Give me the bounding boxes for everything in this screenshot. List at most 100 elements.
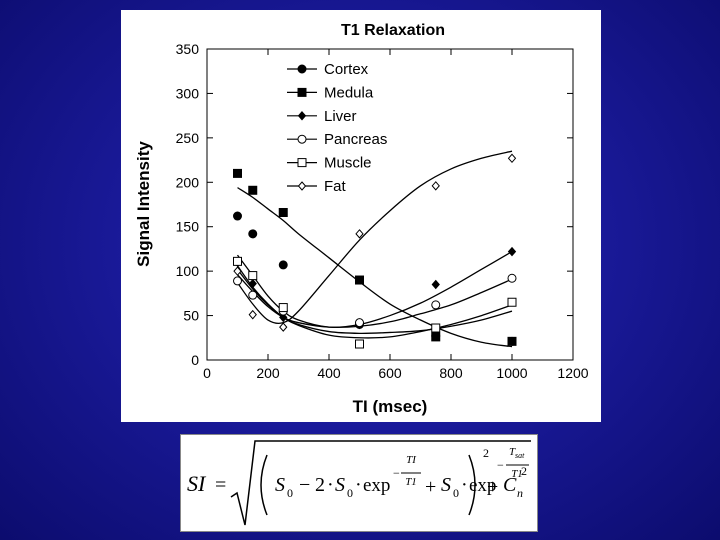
exp1-minus: −	[393, 466, 400, 480]
legend-label-fat: Fat	[324, 178, 347, 195]
x-tick-label: 600	[378, 365, 402, 381]
fit-curve-muscle	[236, 265, 513, 339]
data-point-fat	[248, 309, 257, 320]
formula-equals: =	[215, 474, 226, 496]
y-tick-label: 300	[176, 85, 200, 101]
data-point-cortex	[248, 229, 258, 239]
legend-marker-liver	[297, 111, 307, 121]
formula-panel: SI = S 0 − 2 · S 0 · exp − TI T1 + S 0 ·…	[180, 434, 538, 532]
data-point-liver	[279, 312, 288, 323]
right-parenthesis	[468, 454, 476, 516]
data-point-medula	[278, 207, 288, 217]
legend-label-muscle: Muscle	[324, 155, 372, 172]
legend-marker-muscle	[297, 158, 307, 168]
legend: Cortex Medula Liver Pancreas Muscle Fat	[287, 61, 387, 195]
axis-ticks: 0 200 400 600 800 1000 1200 0 50 100 150 200 250 300 3…	[176, 41, 589, 381]
legend-label-cortex: Cortex	[324, 61, 369, 78]
coefficient-two: 2	[315, 474, 325, 496]
exp2-numerator-sub: sat	[515, 451, 525, 460]
data-point-muscle	[278, 303, 288, 313]
exp-1: exp	[363, 475, 390, 496]
left-parenthesis	[260, 454, 268, 516]
s0-term-3: S	[441, 474, 451, 496]
data-point-liver	[507, 246, 517, 257]
data-point-liver	[431, 279, 440, 290]
y-axis-label: Signal Intensity	[134, 141, 153, 267]
fit-curve-cortex	[236, 268, 513, 335]
signal-intensity-formula: SI = S 0 − 2 · S 0 · exp − TI T1 + S 0 ·…	[187, 440, 531, 526]
legend-label-liver: Liver	[324, 108, 357, 125]
plus-sign-2: +	[487, 476, 498, 498]
x-tick-label: 400	[317, 365, 341, 381]
s0-term-2: S	[335, 474, 345, 496]
exp2-minus: −	[497, 458, 504, 472]
y-tick-label: 250	[176, 130, 200, 146]
legend-marker-pancreas	[297, 134, 307, 144]
dot-1: ·	[327, 474, 334, 496]
data-point-medula	[248, 185, 258, 195]
data-point-pancreas	[355, 318, 364, 328]
plus-sign-1: +	[425, 476, 436, 498]
y-tick-label: 200	[176, 174, 200, 190]
data-point-pancreas	[431, 300, 441, 310]
data-point-pancreas	[248, 290, 258, 300]
data-point-cortex	[233, 211, 242, 221]
data-point-muscle	[431, 323, 441, 333]
x-tick-label: 800	[439, 365, 463, 381]
exp2-denominator: T1	[511, 468, 523, 480]
data-point-muscle	[507, 297, 517, 307]
x-axis-label: TI (msec)	[353, 397, 428, 416]
y-tick-label: 150	[176, 219, 200, 235]
x-tick-label: 1200	[557, 365, 588, 381]
s0-term-1: S	[275, 474, 285, 496]
data-point-medula	[507, 336, 517, 346]
minus-sign: −	[299, 474, 310, 496]
y-tick-label: 0	[191, 352, 199, 368]
data-point-medula	[355, 275, 364, 285]
fit-curve-liver	[236, 251, 513, 328]
fit-curves	[236, 150, 513, 348]
data-point-pancreas	[507, 273, 517, 283]
data-point-muscle	[355, 339, 364, 349]
data-point-fat	[279, 322, 288, 332]
data-point-pancreas	[233, 276, 242, 286]
data-point-fat	[355, 229, 364, 239]
data-point-medula	[233, 168, 242, 178]
legend-marker-fat	[297, 181, 307, 191]
data-point-medula	[431, 332, 441, 342]
data-points	[233, 153, 517, 349]
t1-relaxation-chart: T1 Relaxation 0 200 400 600 800 1000 1200 0 50 10…	[134, 22, 589, 416]
exp1-numerator: TI	[406, 454, 417, 466]
data-point-fat	[233, 266, 242, 276]
fit-curve-medula	[237, 187, 513, 348]
y-tick-label: 50	[183, 308, 199, 324]
data-point-fat	[431, 181, 440, 191]
y-tick-label: 350	[176, 41, 200, 57]
cn-sub: n	[517, 486, 523, 500]
s0-sub-1: 0	[287, 486, 293, 500]
x-tick-label: 1000	[496, 365, 527, 381]
data-point-liver	[248, 278, 257, 289]
cn-term: C	[503, 474, 517, 496]
formula-tail: 2 + C n 2	[467, 435, 537, 531]
data-point-fat	[507, 153, 517, 164]
exp2-numerator: T	[509, 446, 516, 458]
exp1-denominator: T1	[405, 476, 417, 488]
fit-curve-pancreas	[237, 274, 513, 329]
dot-2: ·	[355, 474, 362, 496]
fit-curve-fat	[236, 150, 513, 324]
s0-sub-2: 0	[347, 486, 353, 500]
dot-3: ·	[461, 474, 468, 496]
legend-marker-cortex	[297, 64, 307, 74]
chart-panel: T1 Relaxation 0 200 400 600 800 1000 1200 0 50 10…	[121, 10, 601, 422]
y-tick-label: 100	[176, 263, 200, 279]
legend-label-pancreas: Pancreas	[324, 131, 387, 148]
cn-exponent: 2	[521, 464, 527, 478]
formula-lhs: SI	[187, 471, 207, 496]
chart-title: T1 Relaxation	[341, 22, 445, 39]
s0-sub-3: 0	[453, 486, 459, 500]
legend-label-medula: Medula	[324, 84, 374, 101]
data-point-muscle	[233, 256, 242, 266]
data-point-muscle	[248, 271, 258, 281]
x-tick-label: 200	[256, 365, 280, 381]
